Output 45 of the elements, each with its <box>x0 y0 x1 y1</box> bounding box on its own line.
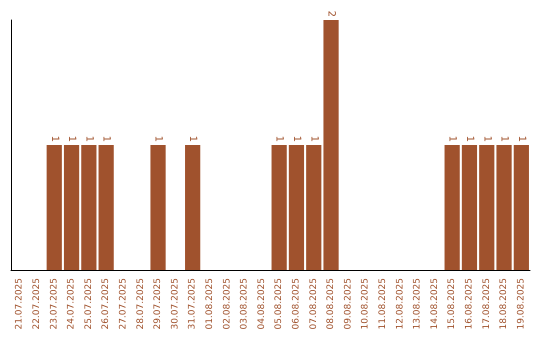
data-label: 1 <box>481 136 492 142</box>
data-label: 1 <box>498 136 510 142</box>
x-tick-label: 22.07.2025 <box>32 278 42 330</box>
data-label: 1 <box>290 136 302 142</box>
x-tick-label: 12.08.2025 <box>395 278 406 330</box>
x-tick-label: 14.08.2025 <box>430 278 440 330</box>
x-tick-label: 11.08.2025 <box>378 278 388 330</box>
x-tick-label: 16.08.2025 <box>464 278 474 330</box>
x-tick-label: 18.08.2025 <box>499 278 510 330</box>
data-label: 2 <box>326 10 337 17</box>
data-label: 1 <box>308 136 320 142</box>
data-label: 1 <box>83 136 94 142</box>
x-tick-label: 06.08.2025 <box>291 278 302 330</box>
data-label: 1 <box>516 136 527 142</box>
x-tick-label: 23.07.2025 <box>49 278 60 330</box>
x-tick-label: 04.08.2025 <box>256 278 267 330</box>
data-label: 1 <box>48 136 60 142</box>
x-tick-label: 29.07.2025 <box>153 278 164 330</box>
x-tick-label: 30.07.2025 <box>170 278 180 330</box>
data-label: 1 <box>66 136 78 142</box>
x-tick-label: 07.08.2025 <box>308 278 319 330</box>
data-label: 1 <box>464 136 475 142</box>
data-label: 1 <box>152 136 164 142</box>
x-tick-label: 31.07.2025 <box>188 278 198 330</box>
x-tick-label: 25.07.2025 <box>84 278 94 330</box>
x-tick-label: 08.08.2025 <box>326 278 336 330</box>
x-tick-label: 02.08.2025 <box>222 278 232 330</box>
data-label: 1 <box>100 136 112 142</box>
x-tick-label: 19.08.2025 <box>516 278 526 330</box>
data-label: 1 <box>446 136 458 142</box>
data-label: 1 <box>187 136 198 142</box>
x-tick-label: 15.08.2025 <box>447 278 458 330</box>
x-tick-label: 13.08.2025 <box>412 278 423 330</box>
x-tick-label: 05.08.2025 <box>274 278 284 330</box>
x-tick-label: 03.08.2025 <box>240 278 250 330</box>
x-tick-label: 28.07.2025 <box>136 278 146 330</box>
x-tick-label: 21.07.2025 <box>14 278 25 330</box>
x-tick-label: 26.07.2025 <box>101 278 112 330</box>
x-tick-label: 10.08.2025 <box>360 278 371 330</box>
data-label: 1 <box>274 136 285 142</box>
x-tick-label: 09.08.2025 <box>343 278 354 330</box>
x-tick-label: 17.08.2025 <box>482 278 492 330</box>
x-tick-label: 01.08.2025 <box>204 278 215 330</box>
x-tick-label: 24.07.2025 <box>66 278 77 330</box>
x-tick-label: 27.07.2025 <box>118 278 128 330</box>
